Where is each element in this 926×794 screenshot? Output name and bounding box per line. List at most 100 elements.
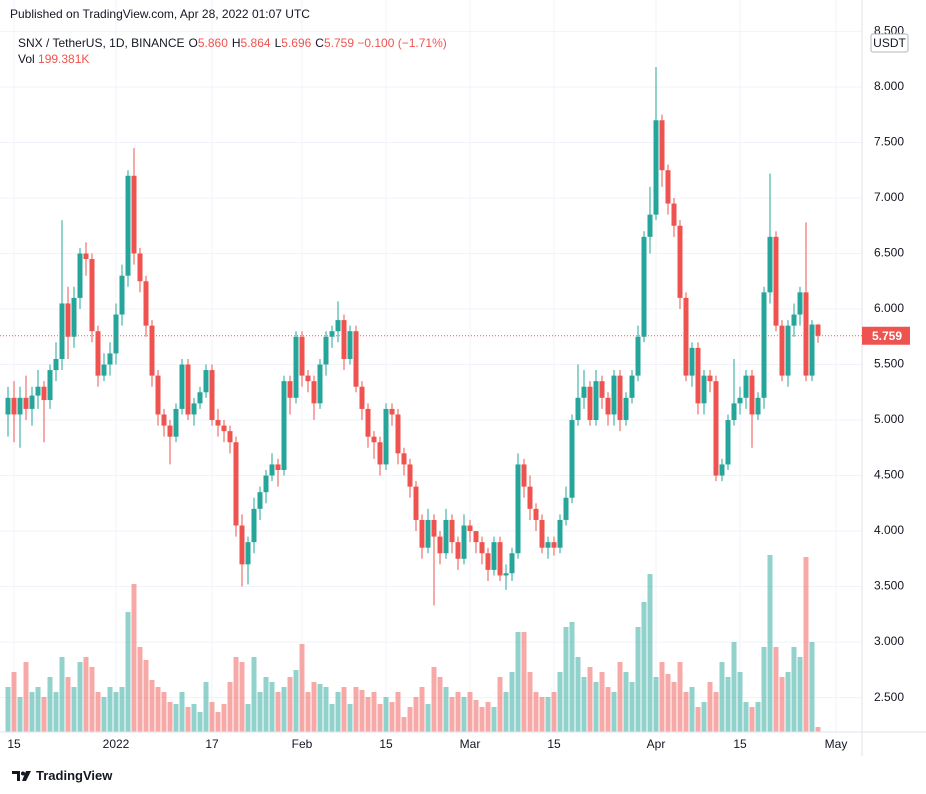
candle-body bbox=[545, 542, 551, 548]
volume-bar bbox=[47, 677, 53, 732]
x-tick-label: Feb bbox=[292, 737, 313, 751]
volume-bar bbox=[773, 647, 779, 732]
candle-body bbox=[215, 420, 221, 426]
candle-body bbox=[575, 397, 581, 421]
volume-bar bbox=[455, 692, 461, 732]
candle-body bbox=[245, 542, 251, 565]
candle-body bbox=[707, 375, 713, 382]
volume-bar bbox=[515, 632, 521, 732]
chart: 2.500 3.000 3.500 4.000 4.500 5.000 5.500 6.000… bbox=[0, 0, 926, 756]
volume-bar bbox=[521, 632, 527, 732]
volume-bar bbox=[581, 677, 587, 732]
candle-body bbox=[761, 292, 767, 398]
candle-body bbox=[791, 314, 797, 326]
candle-body bbox=[599, 381, 605, 398]
volume-bar bbox=[275, 692, 281, 732]
volume-bar bbox=[689, 687, 695, 732]
volume-bar bbox=[791, 647, 797, 732]
candle-body bbox=[713, 381, 719, 476]
candle-body bbox=[623, 397, 629, 421]
candle-body bbox=[731, 403, 737, 421]
x-tick-label: 2022 bbox=[103, 737, 130, 751]
volume-bar bbox=[539, 697, 545, 732]
volume-bar bbox=[623, 672, 629, 732]
volume-bar bbox=[401, 717, 407, 732]
volume-bar bbox=[131, 584, 137, 732]
volume-bar bbox=[725, 677, 731, 732]
candle-body bbox=[419, 519, 425, 548]
candle-body bbox=[497, 542, 503, 576]
volume-bar bbox=[239, 662, 245, 732]
candle-body bbox=[137, 253, 143, 282]
volume-bar bbox=[11, 672, 17, 732]
candle-body bbox=[353, 331, 359, 387]
volume-bar bbox=[431, 667, 437, 732]
volume-bar bbox=[407, 707, 413, 732]
candle-body bbox=[383, 408, 389, 465]
candle-body bbox=[41, 386, 47, 401]
x-tick-label: 15 bbox=[379, 737, 393, 751]
field-value: 5.696 bbox=[281, 36, 312, 50]
candle-body bbox=[83, 253, 89, 260]
candle-body bbox=[281, 381, 287, 470]
candle-body bbox=[797, 292, 803, 315]
candle-body bbox=[209, 370, 215, 421]
volume-bar bbox=[551, 692, 557, 732]
candle-body bbox=[11, 397, 17, 415]
field-key: H bbox=[231, 36, 241, 50]
candle-body bbox=[203, 370, 209, 393]
volume-bar bbox=[71, 687, 77, 732]
y-tick-label: 5.500 bbox=[874, 357, 904, 371]
volume-bar bbox=[809, 642, 815, 732]
candle-body bbox=[413, 486, 419, 520]
volume-bar bbox=[383, 697, 389, 732]
candle-body bbox=[425, 519, 431, 548]
volume-bar bbox=[209, 702, 215, 732]
volume-bar bbox=[767, 555, 773, 732]
y-tick-label: 2.500 bbox=[874, 690, 904, 704]
candle-body bbox=[479, 542, 485, 554]
candle-body bbox=[659, 120, 665, 171]
y-tick-label: 8.000 bbox=[874, 79, 904, 93]
volume-bar bbox=[497, 677, 503, 732]
candle-body bbox=[467, 525, 473, 532]
volume-bar bbox=[797, 657, 803, 732]
volume-bar bbox=[647, 574, 653, 732]
volume-bar bbox=[77, 662, 83, 732]
volume-bar bbox=[371, 692, 377, 732]
candle-body bbox=[461, 525, 467, 559]
candle-body bbox=[371, 436, 377, 443]
x-tick-label: May bbox=[825, 737, 848, 751]
volume-bar bbox=[605, 687, 611, 732]
volume-bar bbox=[533, 692, 539, 732]
candle-body bbox=[161, 414, 167, 426]
volume-bar bbox=[491, 707, 497, 732]
legend-volume-row: Vol 199.381K bbox=[18, 51, 447, 67]
volume-bar bbox=[593, 682, 599, 732]
candle-body bbox=[743, 375, 749, 398]
candle-body bbox=[167, 425, 173, 437]
volume-bar bbox=[203, 682, 209, 732]
volume-bar bbox=[29, 692, 35, 732]
candle-body bbox=[539, 519, 545, 548]
volume-bar bbox=[287, 677, 293, 732]
currency-box bbox=[870, 33, 909, 53]
volume-bar bbox=[167, 702, 173, 732]
volume-bar bbox=[107, 687, 113, 732]
candle-body bbox=[305, 375, 311, 382]
candle-body bbox=[233, 442, 239, 526]
candle-body bbox=[47, 370, 53, 401]
volume-bar bbox=[335, 692, 341, 732]
field-key: C bbox=[315, 36, 324, 50]
volume-bar bbox=[761, 647, 767, 732]
volume-bar bbox=[317, 684, 323, 732]
volume-bar bbox=[329, 704, 335, 732]
candle-body bbox=[119, 275, 125, 315]
candle-body bbox=[89, 259, 95, 332]
ohlc-fields: O5.860 H5.864 L5.696 C5.759 bbox=[185, 36, 355, 50]
volume-bar bbox=[95, 692, 101, 732]
candle-body bbox=[143, 281, 149, 326]
volume-bar bbox=[101, 697, 107, 732]
volume-bar bbox=[419, 687, 425, 732]
